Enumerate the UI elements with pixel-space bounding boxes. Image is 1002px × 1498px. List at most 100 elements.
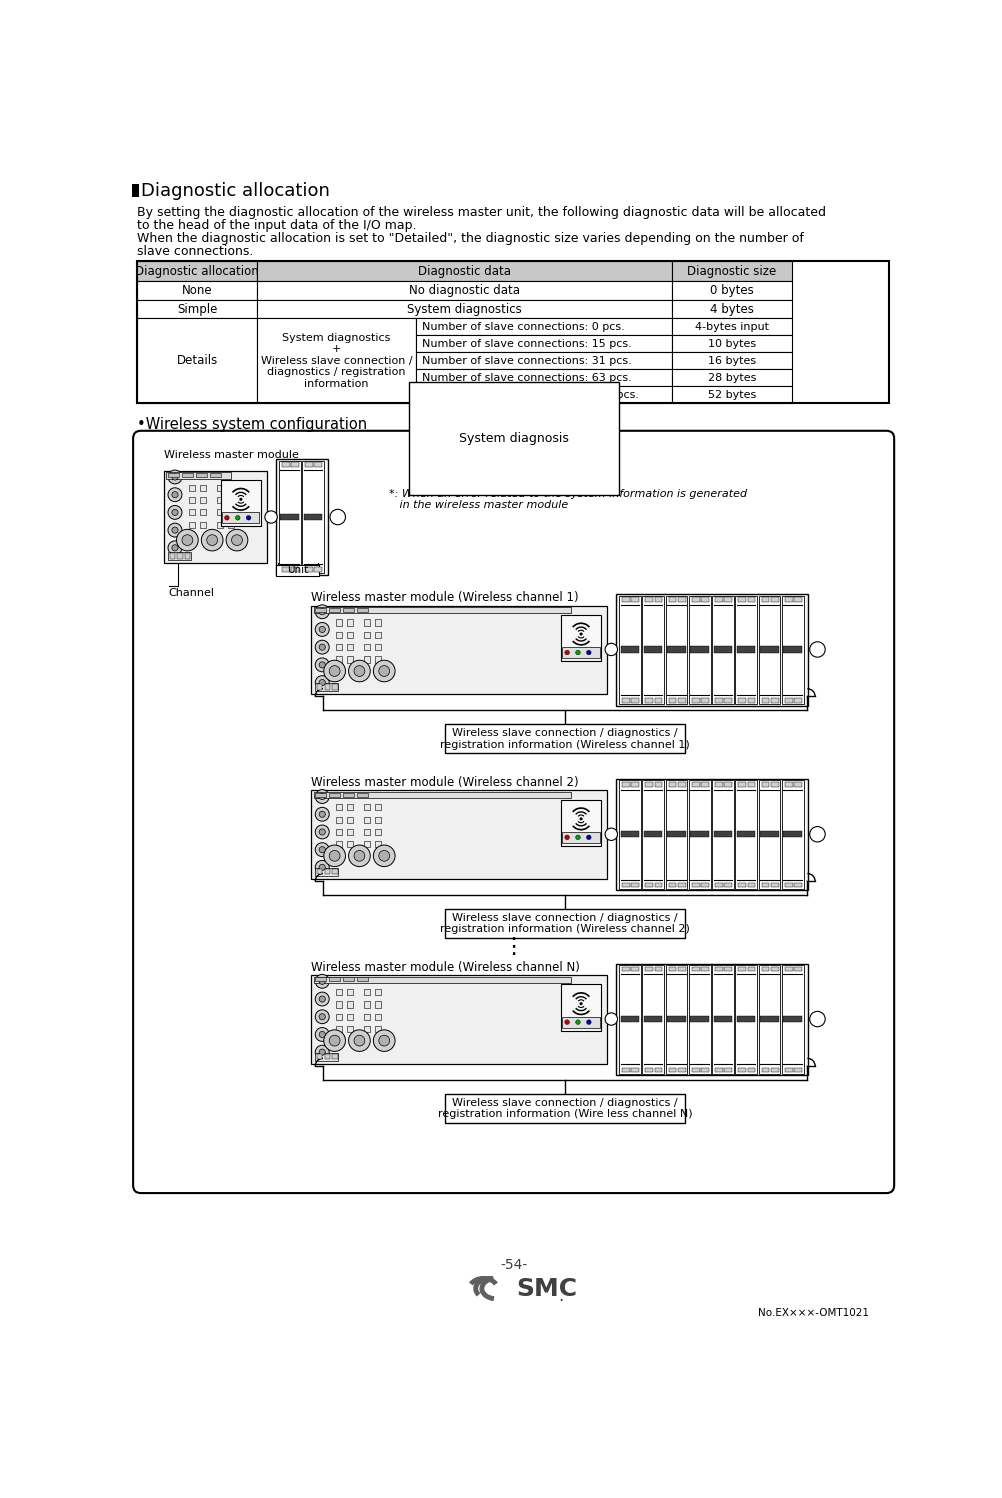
Bar xyxy=(644,882,652,887)
Bar xyxy=(621,698,629,703)
Bar xyxy=(199,521,205,527)
Text: Wireless master module (Wireless channel N): Wireless master module (Wireless channel… xyxy=(311,960,580,974)
Bar xyxy=(794,782,802,786)
Text: Unit: Unit xyxy=(287,565,308,575)
Bar xyxy=(184,553,190,559)
Bar xyxy=(336,804,342,810)
Circle shape xyxy=(379,1035,389,1046)
Bar xyxy=(416,319,671,336)
Bar xyxy=(364,620,370,626)
Bar xyxy=(631,698,638,703)
Circle shape xyxy=(604,643,617,656)
Text: Wireless slave connection / diagnostics /
registration information (Wire less ch: Wireless slave connection / diagnostics … xyxy=(438,1098,691,1119)
Bar xyxy=(668,782,675,786)
Bar xyxy=(794,882,802,887)
Circle shape xyxy=(319,1014,325,1020)
Bar xyxy=(347,1026,353,1032)
Bar xyxy=(712,831,731,837)
Bar xyxy=(781,965,803,1074)
Bar xyxy=(364,1026,370,1032)
Bar xyxy=(666,1016,685,1022)
Bar xyxy=(336,632,342,638)
Text: *: When an error related to the system information is generated: *: When an error related to the system i… xyxy=(389,488,746,499)
Bar xyxy=(336,656,342,662)
Text: Number of slave connections: 15 pcs.: Number of slave connections: 15 pcs. xyxy=(422,339,631,349)
Circle shape xyxy=(315,658,329,671)
Text: in the wireless master module: in the wireless master module xyxy=(389,500,567,511)
Bar xyxy=(347,656,353,662)
Circle shape xyxy=(349,661,370,682)
Bar xyxy=(712,646,731,653)
Bar xyxy=(199,509,205,515)
Bar xyxy=(654,782,661,786)
Bar xyxy=(364,644,370,650)
Bar xyxy=(736,1016,755,1022)
Circle shape xyxy=(319,794,325,800)
Bar xyxy=(343,978,354,981)
Bar xyxy=(761,698,769,703)
Bar xyxy=(375,632,381,638)
Bar xyxy=(375,620,381,626)
Circle shape xyxy=(319,810,325,818)
Bar xyxy=(761,882,769,887)
Bar xyxy=(562,1017,599,1028)
Bar xyxy=(257,300,671,319)
Bar xyxy=(375,989,381,995)
Circle shape xyxy=(315,825,329,839)
Bar xyxy=(325,1053,330,1059)
Bar xyxy=(291,463,299,467)
Bar xyxy=(181,473,192,476)
Text: Wireless slave connection / diagnostics /
registration information (Wireless cha: Wireless slave connection / diagnostics … xyxy=(440,728,689,749)
Circle shape xyxy=(319,626,325,632)
Bar xyxy=(714,966,722,971)
Bar xyxy=(336,989,342,995)
Circle shape xyxy=(564,1020,569,1025)
Bar xyxy=(783,831,802,837)
Circle shape xyxy=(315,676,329,689)
Bar xyxy=(347,804,353,810)
Text: to the head of the input data of the I/O map.: to the head of the input data of the I/O… xyxy=(137,219,416,232)
Bar xyxy=(257,282,671,300)
Bar xyxy=(315,1053,338,1061)
Circle shape xyxy=(315,1028,329,1041)
Bar xyxy=(620,831,638,837)
Text: Wireless slave connection / diagnostics /
registration information (Wireless cha: Wireless slave connection / diagnostics … xyxy=(440,912,689,935)
Bar xyxy=(364,828,370,834)
Text: No diagnostic data: No diagnostic data xyxy=(409,285,519,297)
Bar xyxy=(317,685,322,689)
Text: Wireless master module (Wireless channel 1): Wireless master module (Wireless channel… xyxy=(311,592,578,604)
Circle shape xyxy=(315,843,329,857)
Text: slave connections.: slave connections. xyxy=(137,246,254,258)
Bar xyxy=(723,698,731,703)
Bar xyxy=(282,463,290,467)
Bar xyxy=(166,472,230,478)
Bar xyxy=(700,598,708,602)
Circle shape xyxy=(315,807,329,821)
Bar xyxy=(364,816,370,822)
Circle shape xyxy=(324,1029,345,1052)
Bar xyxy=(332,685,338,689)
Bar xyxy=(671,282,792,300)
Bar xyxy=(416,369,671,386)
Bar xyxy=(325,869,330,875)
Bar xyxy=(671,319,792,336)
Bar xyxy=(216,497,222,503)
Bar xyxy=(347,989,353,995)
Circle shape xyxy=(579,632,582,635)
Bar xyxy=(336,1014,342,1020)
Circle shape xyxy=(315,1010,329,1023)
Circle shape xyxy=(206,535,217,545)
FancyBboxPatch shape xyxy=(133,431,894,1192)
Bar xyxy=(671,386,792,403)
Bar xyxy=(315,608,326,611)
Circle shape xyxy=(319,680,325,686)
Bar xyxy=(311,605,607,694)
Bar xyxy=(325,685,330,689)
Bar xyxy=(375,1026,381,1032)
Circle shape xyxy=(225,529,247,551)
Text: When the diagnostic allocation is set to "Detailed", the diagnostic size varies : When the diagnostic allocation is set to… xyxy=(137,232,803,246)
Bar xyxy=(621,882,629,887)
Circle shape xyxy=(319,846,325,852)
Bar xyxy=(357,608,368,611)
Bar xyxy=(688,780,709,888)
